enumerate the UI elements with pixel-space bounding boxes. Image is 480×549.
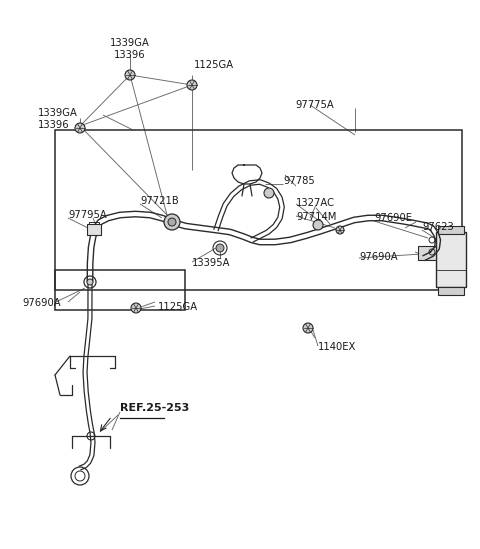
Bar — [87, 224, 101, 235]
Bar — [89, 222, 99, 226]
Bar — [438, 287, 464, 295]
Bar — [55, 130, 462, 290]
Circle shape — [125, 70, 135, 80]
Circle shape — [336, 226, 344, 234]
Bar — [55, 270, 185, 310]
Bar — [438, 226, 464, 234]
Circle shape — [131, 303, 141, 313]
Text: 13395A: 13395A — [192, 258, 230, 268]
Text: 97721B: 97721B — [140, 196, 179, 206]
Circle shape — [187, 80, 197, 90]
Text: 97714M: 97714M — [296, 212, 336, 222]
Circle shape — [87, 279, 93, 285]
Text: 97623: 97623 — [422, 222, 454, 232]
Text: 97690A: 97690A — [22, 298, 60, 308]
Text: 97795A: 97795A — [68, 210, 107, 220]
Bar — [418, 246, 436, 260]
Text: 97775A: 97775A — [295, 100, 334, 110]
Text: 1339GA
13396: 1339GA 13396 — [110, 38, 150, 60]
Circle shape — [164, 214, 180, 230]
Text: 97690A: 97690A — [359, 252, 397, 262]
Circle shape — [216, 244, 224, 252]
Circle shape — [264, 188, 274, 198]
Circle shape — [313, 220, 323, 230]
Circle shape — [303, 323, 313, 333]
Text: 97785: 97785 — [283, 176, 315, 186]
Text: 1125GA: 1125GA — [194, 60, 234, 70]
Text: REF.25-253: REF.25-253 — [120, 403, 189, 413]
Bar — [436, 232, 466, 287]
Text: 1327AC: 1327AC — [296, 198, 335, 208]
Circle shape — [75, 123, 85, 133]
Text: 97690E: 97690E — [374, 213, 412, 223]
Text: 1125GA: 1125GA — [158, 302, 198, 312]
Text: 1140EX: 1140EX — [318, 342, 356, 352]
Text: 1339GA
13396: 1339GA 13396 — [38, 108, 78, 130]
Circle shape — [168, 218, 176, 226]
